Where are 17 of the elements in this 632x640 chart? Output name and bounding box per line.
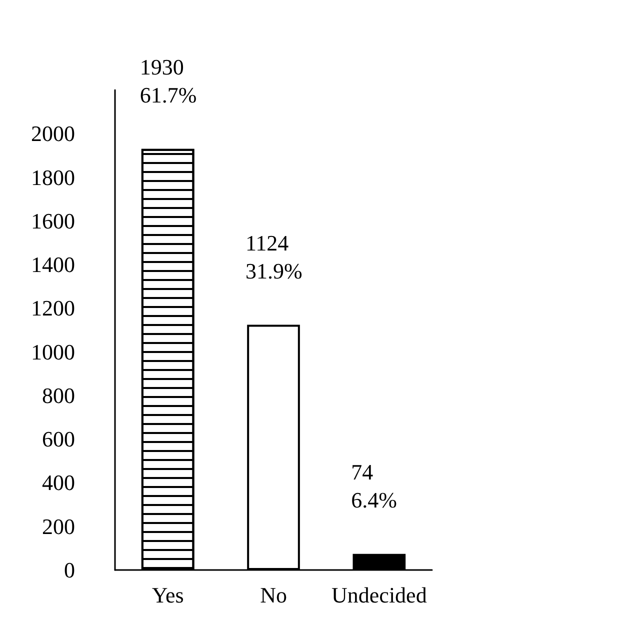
data-label: 1930 61.7% bbox=[140, 54, 197, 108]
y-tick-label: 1800 bbox=[31, 164, 75, 190]
y-tick-label: 0 bbox=[64, 558, 75, 582]
y-tick-label: 1200 bbox=[31, 296, 75, 321]
y-tick-label: 400 bbox=[42, 470, 75, 496]
y-tick-label: 600 bbox=[42, 426, 75, 452]
y-tick-label: 1000 bbox=[31, 339, 75, 364]
x-tick-label: Yes bbox=[152, 582, 184, 608]
y-tick-label: 1600 bbox=[31, 208, 75, 234]
y-tick-label: 200 bbox=[42, 514, 75, 539]
data-label: 74 6.4% bbox=[351, 459, 397, 512]
x-tick-label: Undecided bbox=[332, 582, 427, 608]
y-tick-label: 1400 bbox=[31, 252, 75, 278]
y-tick-label: 2000 bbox=[31, 121, 75, 146]
y-tick-label: 800 bbox=[42, 382, 75, 408]
data-label: 1124 31.9% bbox=[246, 230, 302, 284]
x-tick-label: No bbox=[260, 582, 287, 608]
